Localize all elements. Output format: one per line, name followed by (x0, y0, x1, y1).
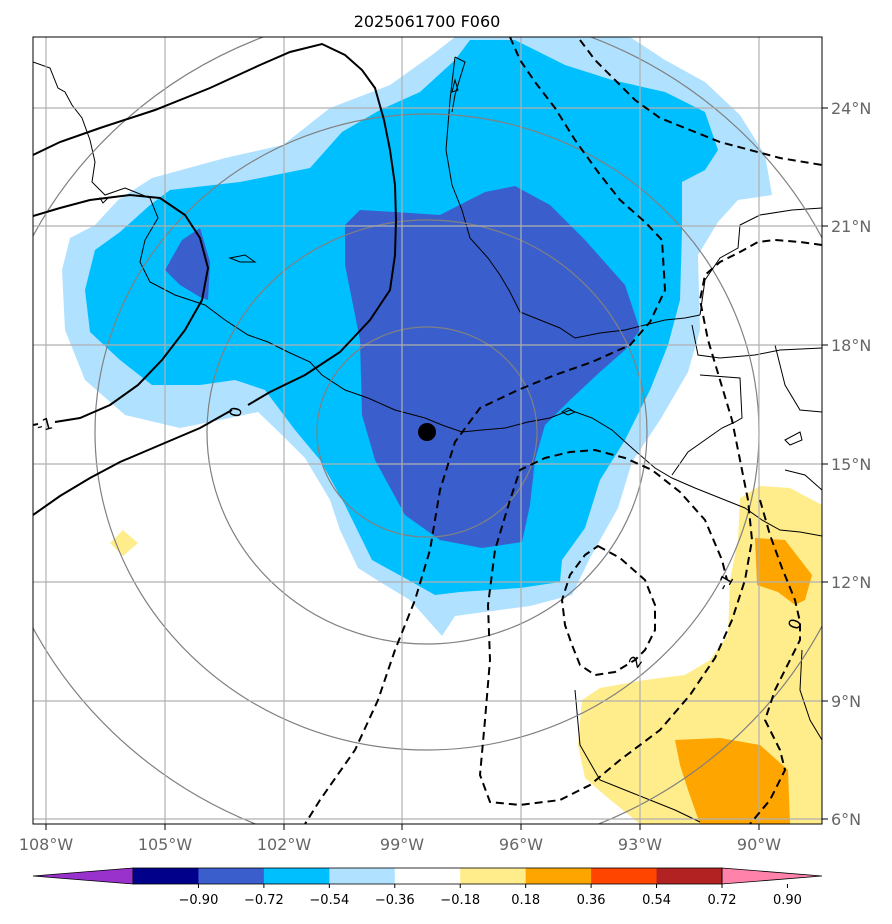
lat-label: 21°N (831, 217, 871, 236)
colorbar-frame (132, 867, 723, 885)
lon-label: 93°W (618, 835, 662, 854)
graticule (33, 37, 822, 824)
colorbar-tick-label: −0.36 (375, 893, 415, 908)
colorbar-bin (460, 868, 527, 884)
lon-labels: 108°W 105°W 102°W 99°W 96°W 93°W 90°W (19, 835, 781, 854)
colorbar-tick-label: 0.72 (708, 893, 737, 908)
lat-label: 6°N (831, 810, 861, 829)
solid-contours (33, 42, 398, 516)
colorbar-bin (394, 868, 461, 884)
colorbar-bin (133, 868, 199, 884)
lat-label: 9°N (831, 692, 861, 711)
lon-label: 99°W (380, 835, 424, 854)
colorbar-extend-low (32, 867, 134, 885)
colorbar-bin (656, 868, 723, 884)
map-area: -1 0 0 -1 2 (33, 37, 822, 824)
map-frame (32, 36, 823, 825)
lon-label: 108°W (19, 835, 74, 854)
colorbar-tick-label: −0.72 (244, 893, 284, 908)
plot-title: 2025061700 F060 (354, 12, 501, 31)
storm-center-marker (418, 423, 436, 441)
coastlines (33, 56, 822, 823)
shade-yellow (110, 486, 822, 824)
dashed-contours (304, 37, 822, 824)
lon-label: 105°W (138, 835, 193, 854)
shade-orange (675, 538, 812, 824)
contour-labels: -1 0 0 -1 2 (34, 405, 805, 671)
lat-labels: 24°N 21°N 18°N 15°N 12°N 9°N 6°N (831, 99, 871, 829)
tick-marks (45, 107, 828, 830)
colorbar-bin (591, 868, 658, 884)
colorbar-extend-high (721, 867, 823, 885)
contour-label: -1 (34, 413, 54, 435)
colorbar-bin (525, 868, 592, 884)
colorbar-tick-label: 0.36 (577, 893, 606, 908)
colorbar-tick-label: −0.90 (179, 893, 219, 908)
colorbar-tick-label: 0.54 (642, 893, 671, 908)
lat-label: 12°N (831, 573, 871, 592)
lat-label: 24°N (831, 99, 871, 118)
colorbar-bin (329, 868, 396, 884)
lon-label: 102°W (257, 835, 312, 854)
colorbar-bin (263, 868, 330, 884)
colorbar-tick-label: −0.54 (309, 893, 349, 908)
colorbar-tick-label: −0.18 (440, 893, 480, 908)
colorbar-tick-label: 0.90 (773, 893, 802, 908)
lat-label: 15°N (831, 455, 871, 474)
lat-label: 18°N (831, 336, 871, 355)
contour-label: 0 (225, 405, 245, 418)
lon-label: 90°W (737, 835, 781, 854)
colorbar-tick-label: 0.18 (511, 893, 540, 908)
lon-label: 96°W (499, 835, 543, 854)
colorbar-bin (198, 868, 265, 884)
colorbar: −0.90 −0.72 −0.54 −0.36 −0.18 0.18 0.36 0.54 0.7… (32, 867, 823, 908)
